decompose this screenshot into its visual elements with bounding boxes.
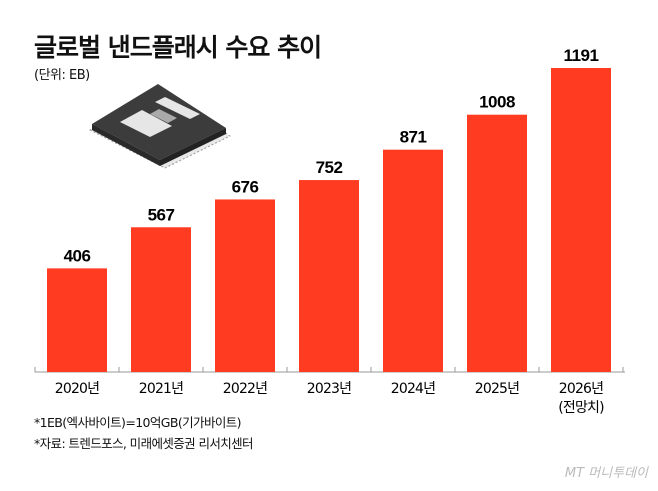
data-label: 752 bbox=[316, 158, 343, 177]
unit-label: (단위: EB) bbox=[34, 68, 90, 83]
data-label: 676 bbox=[232, 177, 259, 196]
footnote-unit: *1EB(엑사바이트)=10억GB(기가바이트) bbox=[34, 415, 242, 430]
data-label: 406 bbox=[64, 246, 91, 265]
bar bbox=[383, 149, 443, 372]
x-tick-label: (전망치) bbox=[558, 400, 604, 416]
data-label: 1008 bbox=[479, 93, 515, 112]
x-axis: 2020년 2021년 2022년 2023년 2024년 2025년 2026년 (전망치) bbox=[34, 367, 625, 416]
x-tick-label: 2020년 bbox=[55, 381, 100, 397]
publisher-logo: MT 머니투데이 bbox=[564, 466, 648, 481]
x-tick-label: 2023년 bbox=[307, 381, 352, 397]
x-tick-label: 2022년 bbox=[223, 381, 268, 397]
bar bbox=[551, 68, 611, 372]
x-tick-label: 2021년 bbox=[139, 381, 184, 397]
chip-illustration bbox=[88, 84, 231, 169]
data-label: 1191 bbox=[564, 46, 599, 65]
data-label: 567 bbox=[148, 205, 175, 224]
chart-title: 글로벌 낸드플래시 수요 추이 bbox=[34, 33, 322, 62]
x-tick-label: 2024년 bbox=[391, 381, 436, 397]
bar bbox=[215, 199, 275, 372]
x-tick-label: 2026년 bbox=[559, 381, 604, 397]
footnote-source: *자료: 트렌드포스, 미래에셋증권 리서치센터 bbox=[34, 436, 254, 451]
bar bbox=[47, 268, 107, 372]
data-label: 871 bbox=[400, 128, 427, 147]
bar bbox=[467, 114, 527, 372]
x-tick-label: 2025년 bbox=[475, 381, 520, 397]
bar bbox=[299, 180, 359, 372]
bar bbox=[131, 227, 191, 372]
